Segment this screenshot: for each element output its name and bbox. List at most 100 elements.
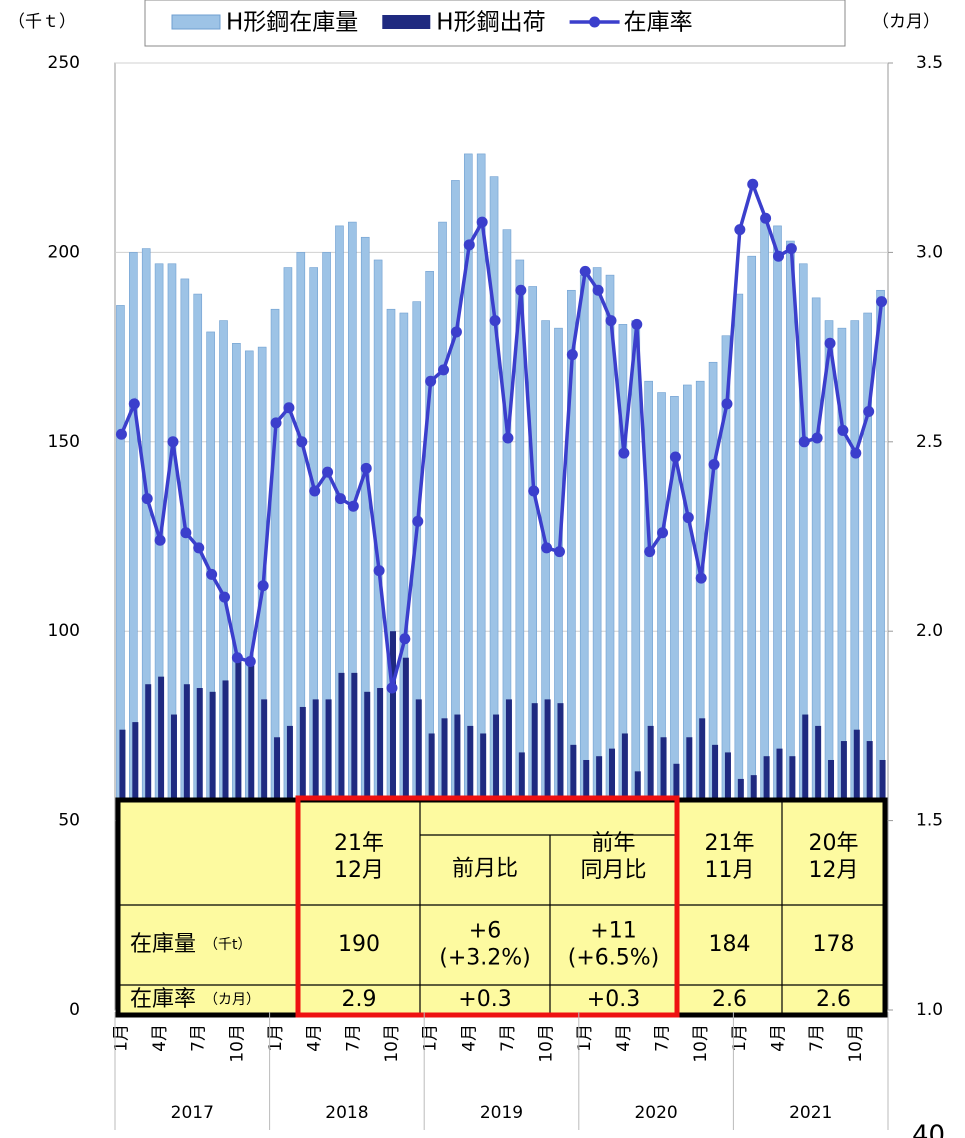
line-marker [115, 428, 127, 440]
y-tick-label: 50 [58, 811, 80, 831]
line-marker [515, 284, 527, 296]
cell-line: 12月 [809, 858, 859, 883]
legend-label: H形鋼出荷 [436, 10, 545, 36]
table-cell: 184 [709, 932, 751, 957]
legend-swatch [171, 14, 221, 30]
table-cell: 前年同月比 [580, 831, 646, 883]
line-marker [399, 633, 411, 645]
cell-line: 同月比 [580, 858, 646, 883]
line-marker [876, 296, 888, 308]
x-tick-label: 10月 [537, 1024, 557, 1063]
cell-line: 20年 [809, 831, 859, 856]
line-marker [463, 239, 475, 251]
row-label: 在庫率 [130, 987, 196, 1012]
cell-line: +0.3 [587, 987, 640, 1012]
cell-line: 2.6 [816, 987, 851, 1012]
line-marker [863, 405, 875, 417]
line-marker [631, 318, 643, 330]
y-tick-label: 150 [48, 432, 80, 452]
table-cell: 21年 11月 [705, 831, 755, 883]
table-cell: 21年 12月 [334, 831, 384, 883]
x-tick-label: 7月 [807, 1024, 827, 1052]
line-marker [219, 591, 231, 603]
x-tick-label: 1月 [421, 1024, 441, 1052]
x-tick-label: 10月 [227, 1024, 247, 1063]
line-marker [489, 315, 501, 327]
line-marker [476, 216, 488, 228]
line-marker [528, 485, 540, 497]
highlight-box [295, 795, 680, 1018]
y2-tick-label: 3.5 [916, 53, 943, 73]
line-marker [206, 568, 218, 580]
line-marker [553, 546, 565, 558]
line-marker [231, 652, 243, 664]
line-marker [721, 398, 733, 410]
y2-tick-label: 2.0 [916, 621, 943, 641]
table-cell: +6 (+3.2%) [439, 919, 531, 971]
table-cell: 2.6 [712, 987, 747, 1012]
x-tick-label: 4月 [614, 1024, 634, 1052]
line-marker [425, 375, 437, 387]
line-marker [837, 424, 849, 436]
year-label: 2017 [171, 1103, 214, 1123]
year-label: 2019 [480, 1103, 523, 1123]
cell-line: 184 [709, 932, 751, 957]
legend-swatch [382, 15, 431, 29]
year-label: 2018 [325, 1103, 368, 1123]
line-marker [244, 656, 256, 668]
x-tick-label: 4月 [150, 1024, 170, 1052]
legend-label: 在庫率 [624, 10, 693, 36]
row-label: 在庫量 [130, 932, 196, 957]
line-marker [657, 527, 669, 539]
cell-line: 21年 [334, 831, 384, 856]
x-tick-label: 7月 [498, 1024, 518, 1052]
x-tick-label: 4月 [768, 1024, 788, 1052]
line-marker [824, 337, 836, 349]
y-tick-label: 250 [48, 53, 80, 73]
cell-line: +11 [590, 919, 636, 944]
x-tick-label: 7月 [653, 1024, 673, 1052]
y2-tick-label: 3.0 [916, 242, 943, 262]
line-marker [592, 284, 604, 296]
line-marker [154, 534, 166, 546]
page-number: 40 [912, 1121, 945, 1138]
line-marker [708, 459, 720, 471]
line-marker [669, 451, 681, 463]
x-tick-label: 10月 [382, 1024, 402, 1063]
line-marker [257, 580, 269, 592]
cell-line: 2.6 [712, 987, 747, 1012]
line-marker [747, 178, 759, 190]
table-cell: 178 [813, 932, 855, 957]
cell-line: (+6.5%) [568, 946, 660, 971]
x-tick-label: 4月 [459, 1024, 479, 1052]
table-cell: 20年 12月 [809, 831, 859, 883]
cell-line: 190 [338, 932, 380, 957]
y2-tick-label: 2.5 [916, 432, 943, 452]
table-cell: 前月比 [452, 857, 518, 882]
table-cell: 2.6 [816, 987, 851, 1012]
row-unit: （カ月） [204, 992, 260, 1008]
table-cell: 2.9 [342, 987, 377, 1012]
line-marker [811, 432, 823, 444]
line-marker [682, 512, 694, 524]
line-marker [296, 436, 308, 448]
line-marker [734, 224, 746, 236]
cell-line: 21年 [705, 831, 755, 856]
line-marker [579, 265, 591, 277]
cell-line: 11月 [705, 858, 755, 883]
line-marker [772, 250, 784, 262]
line-marker [360, 462, 372, 474]
legend-swatch [589, 16, 601, 28]
cell-line: 前年 [591, 831, 635, 856]
table-cell: 190 [338, 932, 380, 957]
legend-label: H形鋼在庫量 [226, 10, 358, 36]
line-marker [438, 364, 450, 376]
line-marker [644, 546, 656, 558]
y2-tick-label: 1.5 [916, 811, 943, 831]
line-marker [605, 315, 617, 327]
x-tick-label: 1月 [111, 1024, 131, 1052]
line-marker [167, 436, 179, 448]
y-tick-label: 100 [48, 621, 80, 641]
line-marker [347, 500, 359, 512]
